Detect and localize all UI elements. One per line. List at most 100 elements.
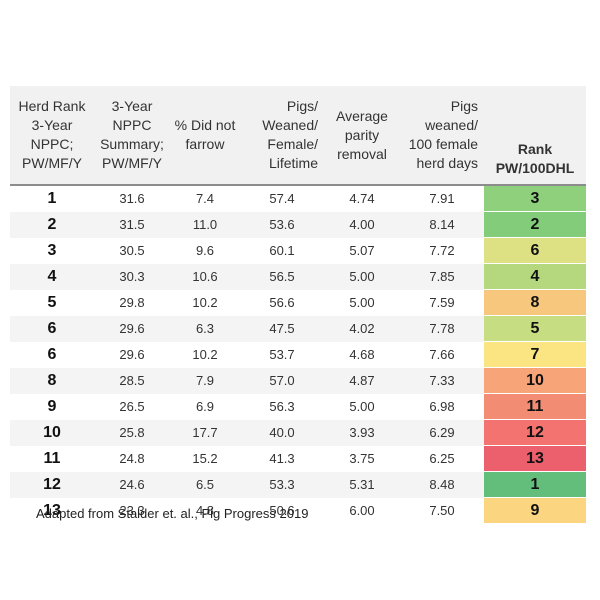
average-parity-removal-cell: 5.07 <box>349 243 375 258</box>
did-not-farrow-cell: 17.7 <box>170 419 240 446</box>
header-did-not-farrow: % Did not farrow <box>170 86 240 186</box>
did-not-farrow-cell: 10.2 <box>192 347 218 362</box>
herd-rank-cell: 3 <box>47 241 57 259</box>
table-row: 9 26.5 6.9 56.3 5.00 6.98 11 <box>10 393 586 420</box>
nppc-summary-cell: 30.3 <box>94 263 170 290</box>
pigs-weaned-lifetime-cell: 40.0 <box>240 419 324 446</box>
herd-rank-cell: 9 <box>47 397 57 415</box>
nppc-summary-cell: 25.8 <box>94 419 170 446</box>
herd-ranking-table: Herd Rank 3-Year NPPC; PW/MF/Y 3-Year NPPC Sum… <box>10 86 586 524</box>
rank-pw100dhl-cell: 4 <box>484 263 586 290</box>
header-line: 3-Year <box>111 98 153 114</box>
herd-rank-cell: 13 <box>43 501 61 519</box>
nppc-summary-cell: 30.5 <box>119 243 145 258</box>
pigs-weaned-100-herd-days-cell: 7.91 <box>429 191 455 207</box>
pigs-weaned-100-herd-days-cell: 6.98 <box>429 399 455 414</box>
did-not-farrow-cell: 15.2 <box>192 451 218 466</box>
herd-rank-cell: 2 <box>10 211 94 238</box>
pigs-weaned-100-herd-days-cell: 8.14 <box>400 211 484 238</box>
pigs-weaned-lifetime-cell: 60.1 <box>269 243 295 258</box>
header-line: farrow <box>185 136 225 152</box>
did-not-farrow-cell: 6.9 <box>195 399 215 414</box>
source-caption: Adapted from Stalder et. al., Pig Progre… <box>36 506 309 521</box>
header-nppc-summary: 3-Year NPPC Summary; PW/MF/Y <box>94 86 170 186</box>
header-line: removal <box>337 145 387 162</box>
pigs-weaned-lifetime-cell: 47.5 <box>240 315 324 342</box>
rank-pw100dhl-cell: 7 <box>484 341 586 368</box>
pigs-weaned-lifetime-cell: 53.3 <box>240 471 324 498</box>
header-rank-pw100dhl: Rank PW/100DHL <box>484 86 586 186</box>
average-parity-removal-cell: 5.31 <box>324 471 400 498</box>
header-line: Lifetime <box>268 155 318 171</box>
header-pigs-weaned-100-herd-days: Pigs weaned/100 female herd days <box>400 86 484 186</box>
header-line: PW/100DHL <box>495 160 575 176</box>
header-line: NPPC <box>112 117 152 133</box>
rank-pw100dhl-cell: 10 <box>484 367 586 394</box>
rank-pw100dhl-cell: 13 <box>484 445 586 472</box>
rank-pw100dhl-cell: 1 <box>484 471 586 498</box>
average-parity-removal-cell: 6.00 <box>349 503 375 518</box>
did-not-farrow-cell: 9.6 <box>195 243 215 258</box>
average-parity-removal-cell: 5.00 <box>349 399 375 414</box>
nppc-summary-cell: 29.6 <box>119 347 145 362</box>
pigs-weaned-lifetime-cell: 57.0 <box>240 367 324 394</box>
table-row: 12 24.6 6.5 53.3 5.31 8.48 1 <box>10 471 586 498</box>
average-parity-removal-cell: 4.74 <box>349 191 375 207</box>
table-body: 1 31.6 7.4 57.4 4.74 7.91 3 2 31.5 11.0 53.6 4.00 8.… <box>10 185 586 524</box>
pigs-weaned-lifetime-cell: 50.6 <box>269 503 295 518</box>
average-parity-removal-cell: 4.68 <box>349 347 375 362</box>
header-herd-rank: Herd Rank 3-Year NPPC; PW/MF/Y <box>10 86 94 186</box>
header-line: Weaned/ <box>262 117 318 133</box>
table-row: 6 29.6 6.3 47.5 4.02 7.78 5 <box>10 315 586 342</box>
table-row: 6 29.6 10.2 53.7 4.68 7.66 7 <box>10 341 586 368</box>
table-row: 10 25.8 17.7 40.0 3.93 6.29 12 <box>10 419 586 446</box>
nppc-summary-cell: 24.6 <box>94 471 170 498</box>
header-row: Herd Rank 3-Year NPPC; PW/MF/Y 3-Year NPPC Sum… <box>10 86 586 186</box>
nppc-summary-cell: 28.5 <box>94 367 170 394</box>
pigs-weaned-100-herd-days-cell: 7.50 <box>429 503 455 518</box>
table-row: 1 31.6 7.4 57.4 4.74 7.91 3 <box>10 185 586 212</box>
herd-rank-cell: 6 <box>47 345 57 363</box>
did-not-farrow-cell: 7.4 <box>195 191 215 207</box>
rank-pw100dhl-cell: 5 <box>484 315 586 342</box>
did-not-farrow-cell: 6.5 <box>170 471 240 498</box>
header-line: parity <box>344 126 380 143</box>
did-not-farrow-cell: 10.6 <box>170 263 240 290</box>
herd-rank-cell: 4 <box>10 263 94 290</box>
table-row: 4 30.3 10.6 56.5 5.00 7.85 4 <box>10 263 586 290</box>
herd-rank-cell: 8 <box>10 367 94 394</box>
did-not-farrow-cell: 11.0 <box>170 211 240 238</box>
did-not-farrow-cell: 4.8 <box>195 503 215 518</box>
table-row: 2 31.5 11.0 53.6 4.00 8.14 2 <box>10 211 586 238</box>
average-parity-removal-cell: 5.00 <box>349 295 375 310</box>
header-average-parity-removal: Average parity removal <box>324 86 400 186</box>
herd-rank-cell: 6 <box>10 315 94 342</box>
header-line: weaned/ <box>425 117 478 133</box>
pigs-weaned-100-herd-days-cell: 7.66 <box>429 347 455 362</box>
header-line: 3-Year <box>31 117 73 133</box>
table-row: 3 30.5 9.6 60.1 5.07 7.72 6 <box>10 237 586 264</box>
average-parity-removal-cell: 4.02 <box>324 315 400 342</box>
header-line: % Did not <box>174 117 236 133</box>
header-line: Average <box>336 107 388 124</box>
rank-pw100dhl-cell: 6 <box>484 237 586 264</box>
pigs-weaned-100-herd-days-cell: 6.25 <box>429 451 455 466</box>
header-line: PW/MF/Y <box>102 155 162 171</box>
herd-rank-cell: 5 <box>47 293 57 311</box>
rank-pw100dhl-cell: 11 <box>484 393 586 420</box>
did-not-farrow-cell: 10.2 <box>192 295 218 310</box>
herd-rank-cell: 12 <box>10 471 94 498</box>
nppc-summary-cell: 29.6 <box>94 315 170 342</box>
pigs-weaned-100-herd-days-cell: 7.72 <box>429 243 455 258</box>
table-row: 8 28.5 7.9 57.0 4.87 7.33 10 <box>10 367 586 394</box>
header-line: Pigs/ <box>286 98 318 114</box>
herd-rank-cell: 1 <box>47 189 57 207</box>
rank-pw100dhl-cell: 8 <box>484 289 586 316</box>
header-line: herd days <box>416 155 478 171</box>
nppc-summary-cell: 29.8 <box>119 295 145 310</box>
header-line: Summary; <box>100 136 164 152</box>
table-row: 5 29.8 10.2 56.6 5.00 7.59 8 <box>10 289 586 316</box>
average-parity-removal-cell: 3.75 <box>349 451 375 466</box>
rank-pw100dhl-cell: 3 <box>484 185 586 212</box>
pigs-weaned-lifetime-cell: 56.5 <box>240 263 324 290</box>
